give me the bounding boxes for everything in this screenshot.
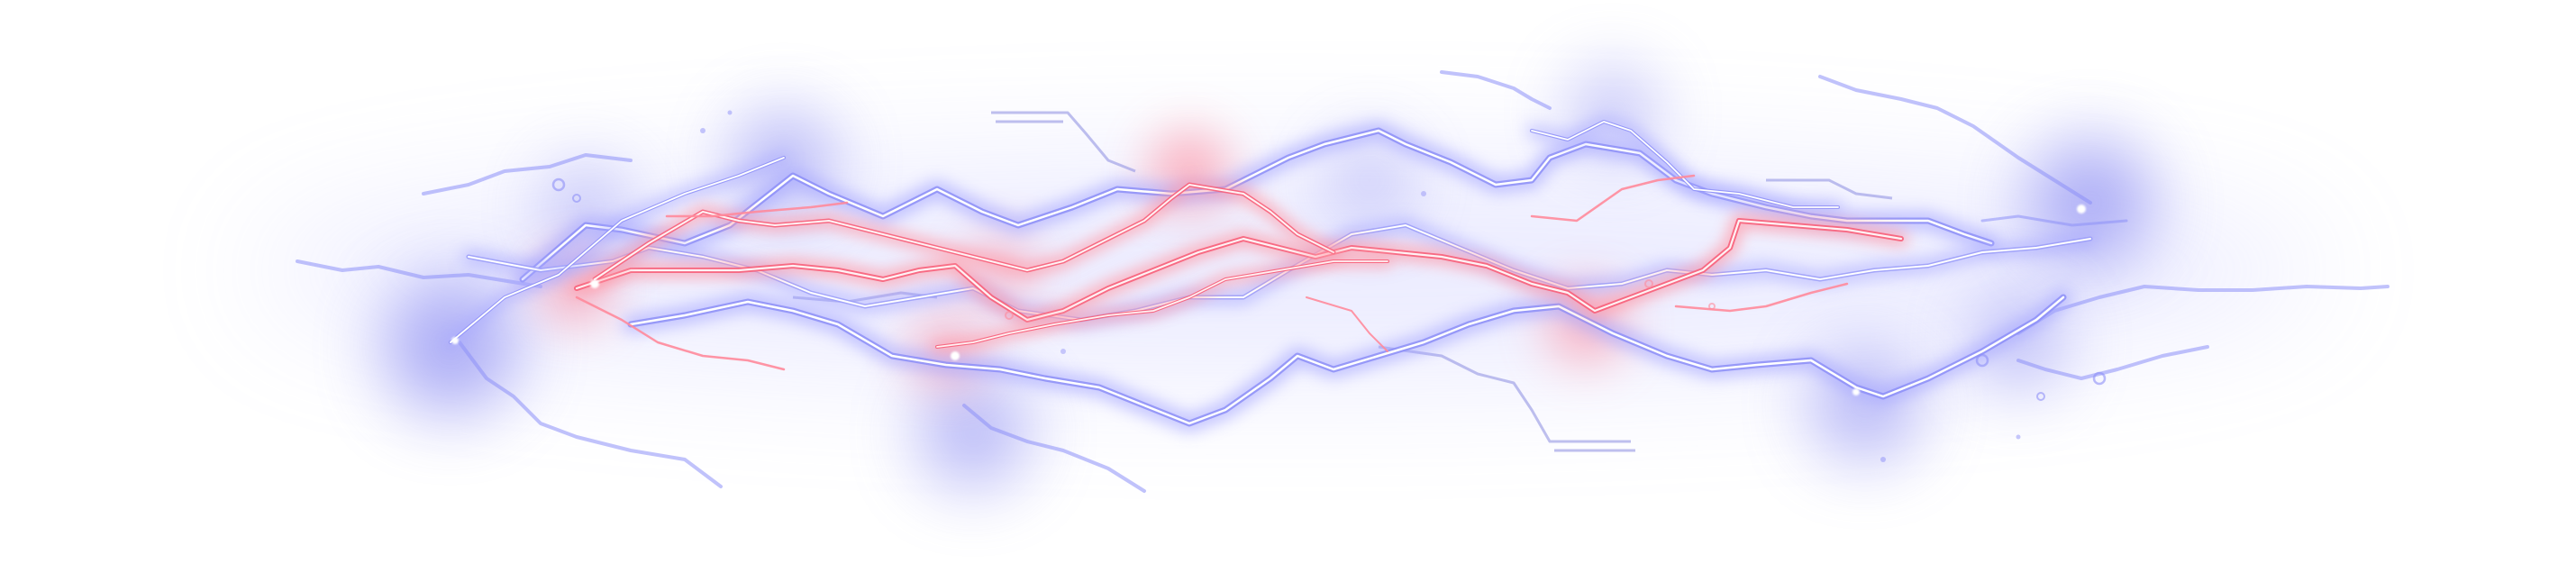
spark <box>2016 434 2021 440</box>
bolt-red-main-core <box>575 219 1903 322</box>
spark <box>2077 205 2086 214</box>
spark <box>1644 279 1653 288</box>
glow-spot <box>1329 140 1410 221</box>
tendril <box>422 153 633 196</box>
bolt-red-upper-core <box>594 184 1334 280</box>
spark <box>590 279 599 288</box>
sparks <box>451 110 2107 462</box>
spark <box>1975 353 1989 368</box>
bolt-red-thin-right <box>1530 174 1696 223</box>
glow-spot <box>910 315 982 387</box>
spark <box>2092 371 2107 386</box>
spark <box>2036 392 2045 401</box>
circuit-trace <box>991 111 1136 173</box>
spark <box>1421 191 1426 196</box>
bolt-blue-right-branch-core <box>1531 121 1839 208</box>
spark <box>451 337 459 344</box>
spark <box>572 194 581 203</box>
spark <box>951 351 960 360</box>
tendril <box>296 259 542 288</box>
spark <box>1852 388 1860 396</box>
bolt-red-thin-mid <box>1306 296 1388 352</box>
spark <box>1708 303 1716 310</box>
tendril <box>962 404 1146 493</box>
bolt-blue-upper-core <box>521 129 1993 281</box>
tendril <box>458 341 723 488</box>
tendril <box>1440 70 1552 110</box>
spark <box>1060 349 1066 354</box>
glow-spot <box>919 378 1027 487</box>
spark <box>551 177 566 192</box>
spark <box>727 110 733 115</box>
bolt-blue-left-branch-core <box>450 157 785 343</box>
tendril <box>1980 214 2128 227</box>
bolt-red-thin-left <box>575 296 786 371</box>
red-bolts <box>569 174 1908 371</box>
circuit-trace <box>1766 178 1893 200</box>
spark <box>700 128 705 133</box>
bolt-blue-lower-core <box>629 296 2065 425</box>
tendril <box>1818 75 2092 205</box>
bolt-red-lower-core <box>936 260 1388 348</box>
spark <box>1005 311 1014 320</box>
tendril <box>2016 285 2389 335</box>
spark <box>1880 457 1886 462</box>
circuit-trace <box>1378 345 1631 443</box>
bolt-red-thin-upper <box>665 201 849 218</box>
